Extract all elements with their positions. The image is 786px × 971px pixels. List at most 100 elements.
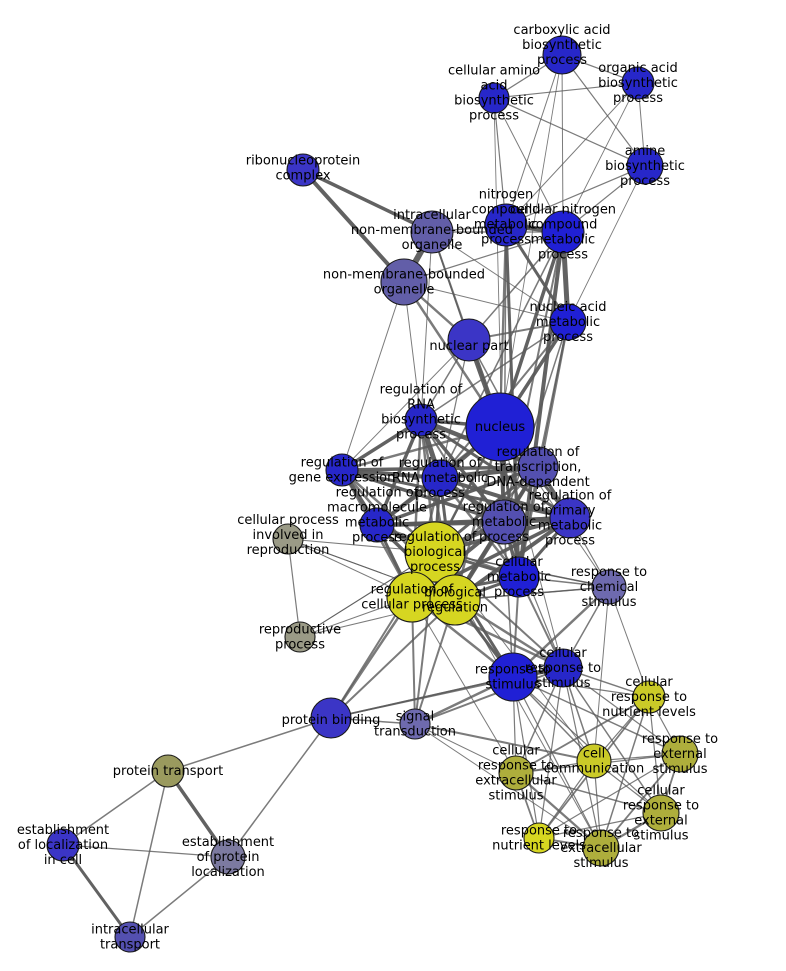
- graph-node[interactable]: [386, 571, 438, 623]
- graph-node[interactable]: [210, 839, 246, 875]
- graph-edge: [129, 856, 229, 938]
- graph-edge: [512, 676, 540, 839]
- graph-edge: [562, 82, 639, 233]
- graph-node[interactable]: [410, 210, 454, 254]
- graph-node[interactable]: [582, 829, 620, 867]
- graph-edge: [403, 281, 569, 323]
- graph-edge: [493, 97, 564, 233]
- graph-edge: [167, 717, 332, 772]
- graph-edge: [562, 667, 681, 755]
- graph-node[interactable]: [549, 497, 591, 539]
- graph-edge: [512, 676, 681, 755]
- graph-node[interactable]: [498, 755, 534, 791]
- graph-node[interactable]: [591, 569, 627, 605]
- graph-edge: [301, 168, 434, 234]
- graph-edge: [608, 586, 650, 698]
- graph-edge: [330, 599, 456, 719]
- graph-node[interactable]: [421, 459, 459, 497]
- graph-node[interactable]: [359, 507, 395, 543]
- graph-edge: [414, 723, 517, 774]
- graph-node[interactable]: [380, 258, 428, 306]
- graph-edge: [438, 476, 572, 520]
- graph-node[interactable]: [576, 743, 612, 779]
- graph-node[interactable]: [642, 794, 680, 832]
- graph-node[interactable]: [484, 203, 528, 247]
- graph-node[interactable]: [404, 521, 466, 583]
- graph-node[interactable]: [626, 147, 664, 185]
- graph-edge: [420, 321, 569, 421]
- graph-edge: [593, 586, 610, 762]
- graph-edge: [600, 696, 650, 849]
- graph-node[interactable]: [284, 621, 316, 653]
- graph-node[interactable]: [541, 210, 585, 254]
- graph-edge: [129, 770, 169, 938]
- graph-edge: [341, 339, 470, 471]
- graph-edge: [439, 339, 470, 479]
- nodes-layer[interactable]: [46, 35, 699, 953]
- graph-node[interactable]: [523, 822, 555, 854]
- graph-edge: [340, 468, 572, 520]
- graph-edge: [340, 468, 506, 524]
- graph-node[interactable]: [498, 556, 540, 598]
- graph-edge: [503, 521, 564, 669]
- graph-edge: [505, 54, 563, 226]
- graph-node[interactable]: [325, 453, 359, 487]
- graph-edge: [512, 676, 602, 849]
- graph-node[interactable]: [404, 403, 438, 437]
- graph-edge: [61, 843, 132, 939]
- graph-node[interactable]: [481, 499, 527, 545]
- graph-node[interactable]: [543, 648, 583, 688]
- graph-edge: [600, 753, 681, 849]
- graph-edge: [414, 723, 595, 762]
- graph-edge: [431, 231, 569, 323]
- graph-edge: [515, 696, 650, 774]
- graph-edge: [411, 596, 517, 774]
- graph-edge: [561, 54, 646, 167]
- graph-edge: [375, 465, 540, 527]
- graph-edge: [341, 281, 405, 471]
- graph-node[interactable]: [286, 153, 320, 187]
- graph-edge: [62, 844, 229, 858]
- graph-node[interactable]: [465, 392, 535, 462]
- graph-node[interactable]: [310, 697, 352, 739]
- graph-edge: [503, 521, 514, 678]
- graph-edge: [561, 54, 564, 233]
- graph-edge: [499, 426, 564, 669]
- graph-node[interactable]: [488, 652, 538, 702]
- graph-edge: [301, 168, 406, 284]
- graph-node[interactable]: [542, 35, 582, 75]
- graph-node[interactable]: [272, 523, 304, 555]
- graph-edge: [503, 321, 569, 523]
- graph-edge: [227, 717, 332, 858]
- graph-edge: [287, 538, 301, 638]
- graph-edge: [538, 753, 681, 839]
- graph-edge: [538, 812, 662, 839]
- graph-node[interactable]: [429, 574, 481, 626]
- graph-node[interactable]: [632, 680, 666, 714]
- graph-edge: [493, 82, 639, 99]
- graph-node[interactable]: [517, 446, 559, 488]
- graph-edge: [414, 667, 564, 725]
- graph-edge: [499, 54, 563, 428]
- graph-edge: [403, 231, 564, 283]
- graph-edge: [454, 586, 610, 601]
- graph-edge: [62, 770, 169, 846]
- graph-node[interactable]: [621, 66, 655, 100]
- graph-node[interactable]: [447, 318, 491, 362]
- graph-edge: [468, 231, 564, 341]
- graph-node[interactable]: [46, 828, 80, 862]
- graph-edge: [515, 772, 662, 814]
- graph-node[interactable]: [114, 921, 146, 953]
- graph-node[interactable]: [399, 708, 431, 740]
- graph-node[interactable]: [549, 303, 587, 341]
- graph-edge: [493, 97, 646, 167]
- graph-edge: [567, 165, 646, 323]
- graph-node[interactable]: [661, 735, 699, 773]
- graph-node[interactable]: [151, 754, 185, 788]
- graph-node[interactable]: [478, 82, 510, 114]
- graph-edge: [505, 82, 639, 226]
- graph-edge: [514, 771, 603, 850]
- graph-edge: [505, 165, 646, 226]
